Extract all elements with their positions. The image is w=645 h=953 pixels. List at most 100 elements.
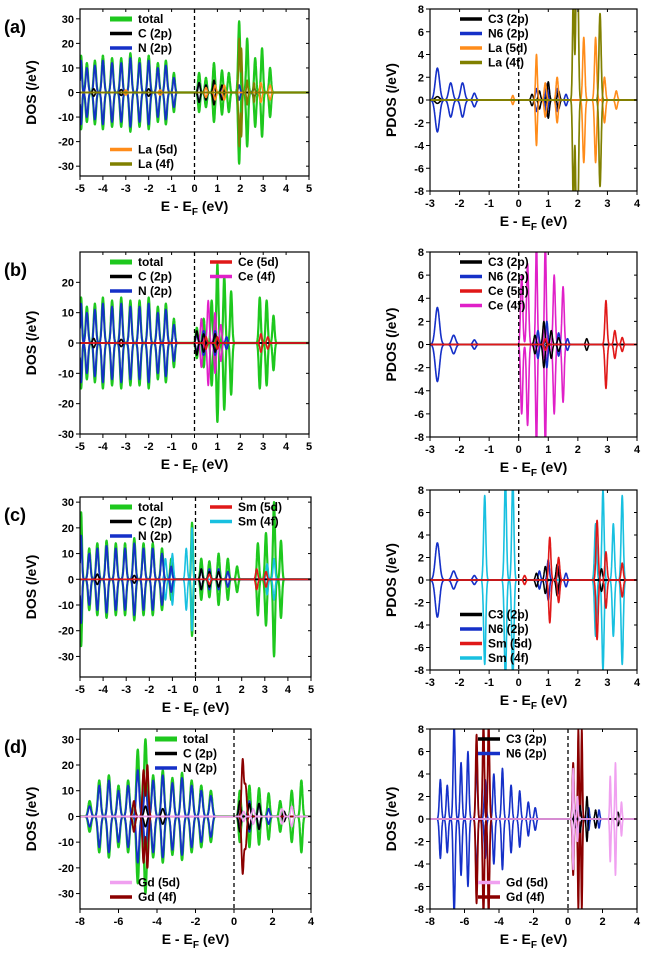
chart-3-xtick-label: -4 <box>98 441 109 453</box>
chart-6-ytick-label: 2 <box>418 553 424 565</box>
chart-5-ylabel: DOS (/eV) <box>23 555 39 620</box>
chart-4-ytick-label: 8 <box>418 247 424 259</box>
chart-6-xtick-label: 3 <box>604 677 610 689</box>
chart-3-ytick-label: 0 <box>68 338 74 350</box>
chart-2-legend-label-la-4f: La (4f) <box>488 56 524 70</box>
chart-7-ytick-label: -30 <box>58 889 74 901</box>
chart-2-ytick-label: -8 <box>414 186 424 198</box>
chart-7-series-gd-5d-down <box>80 815 311 828</box>
chart-8-xtick-label: -6 <box>460 916 470 928</box>
chart-8-ytick-label: 0 <box>418 814 424 826</box>
chart-6-xtick-label: 2 <box>575 677 581 689</box>
chart-2-ytick-label: 0 <box>418 95 424 107</box>
chart-6-xtick-label: -2 <box>455 677 465 689</box>
chart-4-legend-label-n6-2p: N6 (2p) <box>488 270 529 284</box>
chart-4-legend-label-ce-5d: Ce (5d) <box>488 284 529 298</box>
chart-5-ytick-label: -20 <box>58 626 74 638</box>
chart-7-ylabel: DOS (/eV) <box>23 787 39 852</box>
chart-7-xtick-label: -8 <box>75 916 85 928</box>
chart-2-ytick-label: -4 <box>414 141 425 153</box>
chart-5-ytick-label: 0 <box>68 574 74 586</box>
chart-4-xtick-label: 0 <box>516 444 522 456</box>
chart-4-xtick-label: -3 <box>425 444 435 456</box>
chart-7-legend-label-n-2p: N (2p) <box>183 761 217 775</box>
chart-4-ytick-label: 6 <box>418 270 424 282</box>
chart-1-legend-label-c-2p: C (2p) <box>138 27 172 41</box>
chart-5-ytick-label: 10 <box>62 549 74 561</box>
chart-1-xlabel: E - EF (eV) <box>161 198 229 218</box>
chart-2-ytick-label: 4 <box>418 50 425 62</box>
chart-8-ytick-label: -2 <box>414 837 424 849</box>
chart-3-xtick-label: -3 <box>121 441 131 453</box>
chart-7-legend-label-total: total <box>183 732 208 746</box>
chart-5-ytick-label: 20 <box>62 523 74 535</box>
chart-1-legend-label-n-2p: N (2p) <box>138 41 172 55</box>
chart-2-curves <box>430 9 637 191</box>
chart-7-curves <box>80 738 311 895</box>
chart-8-xtick-label: 2 <box>599 916 605 928</box>
chart-2-ytick-label: 2 <box>418 72 424 84</box>
chart-7-legend-label-c-2p: C (2p) <box>183 747 217 761</box>
chart-4-legend-label-ce-4f: Ce (4f) <box>488 299 525 313</box>
chart-3-xtick-label: 5 <box>306 441 312 453</box>
chart-2-xtick-label: -3 <box>425 198 435 210</box>
chart-1-xtick-label: -1 <box>167 183 177 195</box>
chart-5-panel-label: (c) <box>4 505 26 525</box>
chart-3-xtick-label: -2 <box>144 441 154 453</box>
chart-4-ytick-label: 0 <box>418 340 424 352</box>
chart-2-legend-label-la-5d: La (5d) <box>488 41 527 55</box>
chart-7-series-n-2p-down <box>80 815 311 864</box>
chart-8-legend-label-n6-2p: N6 (2p) <box>506 747 547 761</box>
chart-4-xtick-label: -1 <box>484 444 494 456</box>
chart-2-xtick-label: 0 <box>516 198 522 210</box>
chart-6-legend-label-sm-5d: Sm (5d) <box>488 637 532 651</box>
chart-8-ylabel: DOS (/eV) <box>383 787 399 852</box>
chart-3-legend-label-c-2p: C (2p) <box>138 270 172 284</box>
chart-6-xtick-label: 0 <box>516 677 522 689</box>
chart-1-legend-label-la-4f: La (4f) <box>138 157 174 171</box>
chart-4-ytick-label: 2 <box>418 316 424 328</box>
chart-6-legend-1: C3 (2p)N6 (2p)Sm (5d)Sm (4f) <box>460 608 532 665</box>
chart-6-xtick-label: -3 <box>425 677 435 689</box>
chart-5-xtick-label: -3 <box>121 684 131 696</box>
chart-2-xlabel: E - EF (eV) <box>500 213 568 233</box>
chart-8-xtick-label: 4 <box>634 916 641 928</box>
chart-7-xtick-label: 0 <box>231 916 237 928</box>
chart-7-ytick-label: 0 <box>68 811 74 823</box>
chart-1-xtick-label: 2 <box>237 183 243 195</box>
chart-1-ytick-label: -20 <box>58 137 74 149</box>
chart-3-legend-label-ce-4f: Ce (4f) <box>238 270 275 284</box>
chart-8: -8 -6 -4 -2 0 2 4 -8 -6 -4 -2 0 2 4 6 8 E - EF (eV) DOS (… <box>383 724 641 951</box>
chart-7-ytick-label: 10 <box>62 786 74 798</box>
chart-1-ytick-label: 10 <box>62 63 74 75</box>
chart-6-ytick-label: 8 <box>418 485 424 497</box>
chart-7-legend-label-gd-5d: Gd (5d) <box>138 876 180 890</box>
chart-2-ytick-label: -2 <box>414 118 424 130</box>
chart-4-xtick-label: 2 <box>575 444 581 456</box>
chart-6-ytick-label: -2 <box>414 598 424 610</box>
chart-5-xtick-label: 4 <box>285 684 292 696</box>
chart-7-xtick-label: 2 <box>269 916 275 928</box>
chart-6: -3 -2 -1 0 1 2 3 4 -8 -6 -4 -2 0 2 4 6 8 E - EF (eV) PDOS … <box>383 485 641 712</box>
chart-7-series-gd-4f-down <box>80 815 311 875</box>
chart-2-series-la-4f-down <box>430 99 637 191</box>
chart-7-xlabel: E - EF (eV) <box>162 931 230 951</box>
chart-3-xtick-label: 0 <box>191 441 197 453</box>
chart-3-ytick-label: -10 <box>58 368 74 380</box>
chart-8-xtick-label: -2 <box>529 916 539 928</box>
chart-1-ytick-label: -10 <box>58 112 74 124</box>
chart-8-xtick-label: -8 <box>425 916 435 928</box>
chart-8-xtick-label: 0 <box>565 916 571 928</box>
chart-4-xtick-label: 4 <box>634 444 641 456</box>
chart-8-legend-label-gd-5d: Gd (5d) <box>506 876 548 890</box>
chart-2-xtick-label: 3 <box>604 198 610 210</box>
chart-5-ytick-label: -30 <box>58 651 74 663</box>
chart-6-ytick-label: 0 <box>418 575 424 587</box>
chart-1-legend-2: La (5d)La (4f) <box>110 143 177 171</box>
